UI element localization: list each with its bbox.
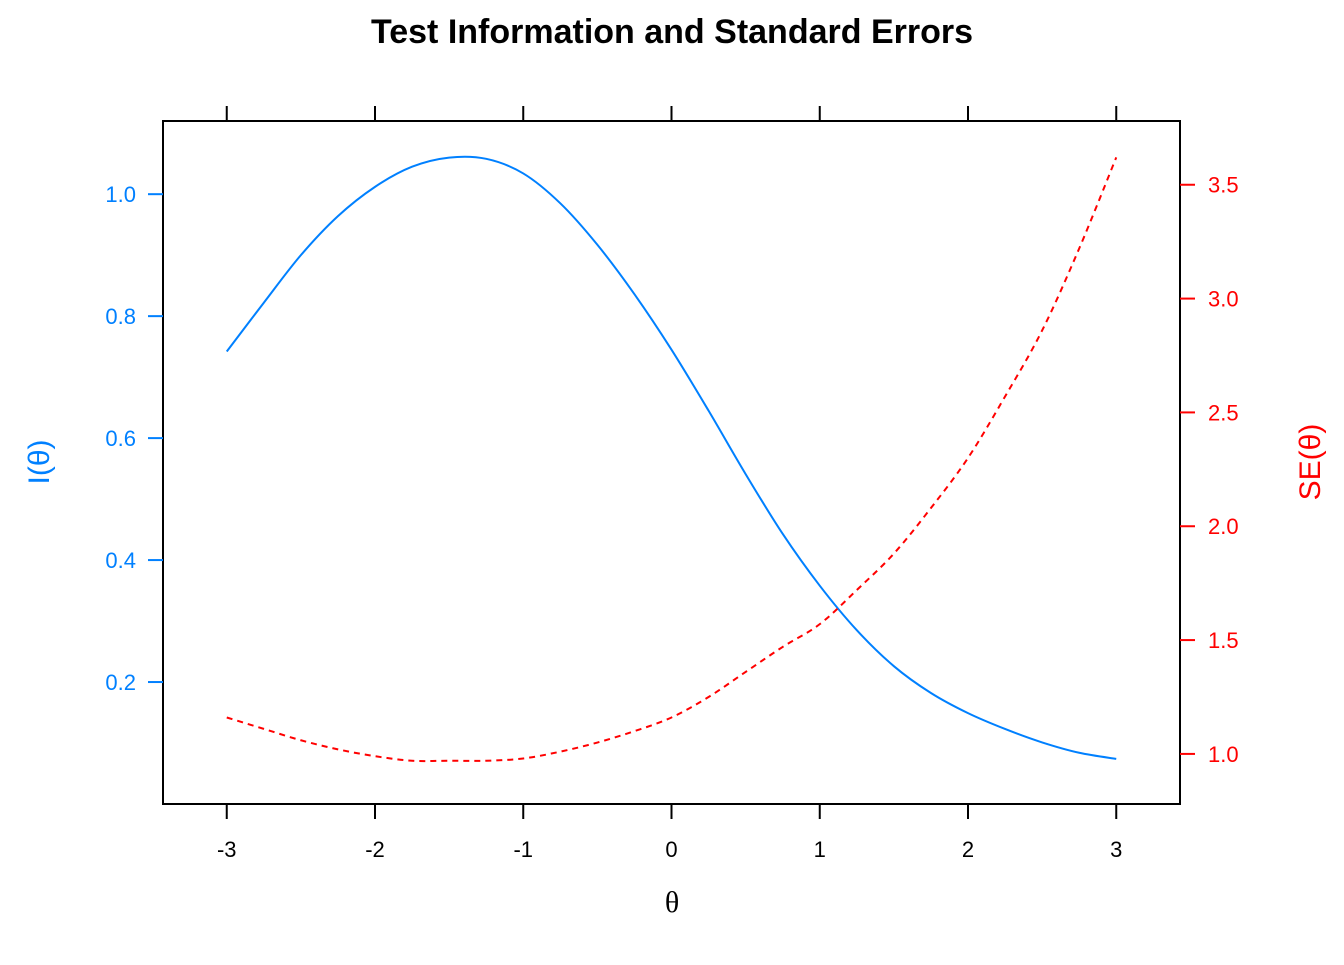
series-layer bbox=[225, 155, 1118, 763]
y-axis-left-title: I(θ) bbox=[23, 440, 56, 485]
x-tick-label: -1 bbox=[513, 837, 533, 862]
information-curve bbox=[225, 155, 1117, 760]
x-tick-label: -3 bbox=[217, 837, 237, 862]
y-left-tick-label: 0.6 bbox=[105, 426, 136, 451]
plot-frame bbox=[162, 120, 1181, 805]
y-axis-right: 1.0 1.5 2.0 2.5 3.0 3.5 bbox=[1180, 173, 1239, 767]
y-right-tick-label: 1.0 bbox=[1208, 742, 1239, 767]
x-tick-label: -2 bbox=[365, 837, 385, 862]
x-tick-label: 2 bbox=[962, 837, 974, 862]
standard-error-curve bbox=[226, 157, 1118, 763]
y-left-tick-label: 0.2 bbox=[105, 670, 136, 695]
x-tick-label: 1 bbox=[814, 837, 826, 862]
y-left-tick-label: 0.8 bbox=[105, 304, 136, 329]
x-axis-top bbox=[225, 106, 1118, 121]
x-axis-bottom: -3 -2 -1 0 1 2 3 bbox=[217, 804, 1122, 862]
y-right-tick-label: 3.0 bbox=[1208, 287, 1239, 312]
y-right-tick-label: 2.0 bbox=[1208, 514, 1239, 539]
y-axis-left: 0.2 0.4 0.6 0.8 1.0 bbox=[105, 182, 163, 695]
x-tick-label: 0 bbox=[665, 837, 677, 862]
y-right-tick-label: 2.5 bbox=[1208, 400, 1239, 425]
y-right-tick-label: 1.5 bbox=[1208, 628, 1239, 653]
y-left-tick-label: 1.0 bbox=[105, 182, 136, 207]
chart-title: Test Information and Standard Errors bbox=[371, 13, 973, 51]
y-axis-right-title: SE(θ) bbox=[1294, 424, 1327, 501]
y-right-tick-label: 3.5 bbox=[1208, 173, 1239, 198]
x-axis-title: θ bbox=[665, 886, 679, 919]
x-tick-label: 3 bbox=[1110, 837, 1122, 862]
y-left-tick-label: 0.4 bbox=[105, 548, 136, 573]
